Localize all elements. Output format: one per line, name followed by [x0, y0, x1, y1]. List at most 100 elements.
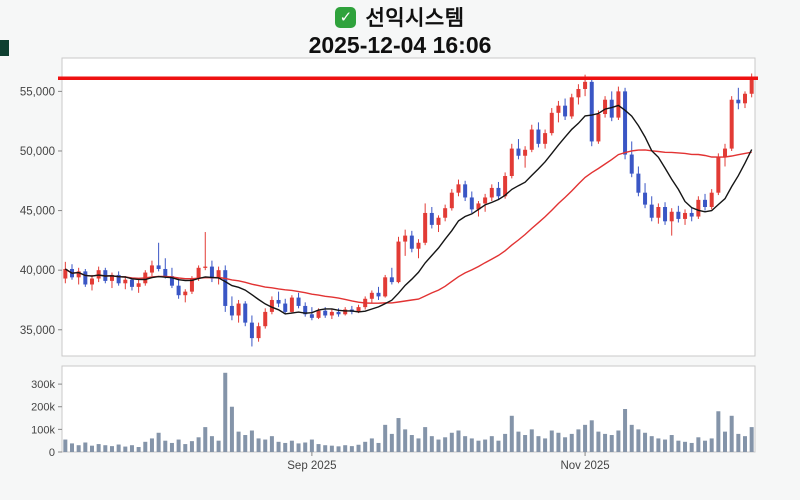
- candle-body: [376, 292, 381, 297]
- candle-body: [723, 148, 728, 157]
- candle-body: [576, 88, 581, 98]
- volume-bar: [563, 437, 568, 452]
- candle-body: [589, 81, 594, 142]
- volume-bar: [549, 430, 554, 452]
- candle-body: [549, 112, 554, 134]
- volume-bar: [76, 445, 81, 452]
- volume-bar: [189, 441, 194, 452]
- volume-bar: [396, 418, 401, 452]
- volume-bar: [736, 433, 741, 452]
- candle-body: [223, 270, 228, 306]
- candle-body: [529, 129, 534, 150]
- volume-bar: [749, 427, 754, 452]
- candle-body: [689, 212, 694, 217]
- volume-bar: [303, 442, 308, 452]
- candle-body: [343, 309, 348, 315]
- volume-bar: [276, 441, 281, 452]
- candle-body: [523, 149, 528, 156]
- candle-body: [596, 114, 601, 142]
- candle-body: [356, 307, 361, 312]
- edge-artifact: [0, 40, 9, 56]
- candle-body: [449, 192, 454, 209]
- candle-body: [243, 303, 248, 323]
- volume-bar: [703, 440, 708, 452]
- volume-bar: [636, 429, 641, 452]
- volume-bar: [483, 439, 488, 452]
- volume-bar: [183, 444, 188, 452]
- volume-bar: [696, 437, 701, 452]
- price-y-tick-label: 50,000: [20, 146, 55, 158]
- chart-timestamp: 2025-12-04 16:06: [308, 32, 492, 58]
- volume-bar: [363, 441, 368, 452]
- candle-body: [216, 270, 221, 279]
- volume-bar: [403, 429, 408, 452]
- volume-bar: [249, 430, 254, 452]
- volume-bar: [336, 446, 341, 452]
- candle-body: [536, 129, 541, 144]
- volume-y-tick-label: 200k: [31, 402, 55, 414]
- volume-bar: [469, 438, 474, 452]
- volume-bar: [196, 437, 201, 452]
- volume-bar: [723, 431, 728, 452]
- volume-bar: [283, 442, 288, 452]
- candle-body: [443, 208, 448, 218]
- volume-bar: [163, 440, 168, 452]
- candle-body: [556, 105, 561, 113]
- candle-body: [663, 207, 668, 222]
- candle-body: [649, 204, 654, 218]
- candle-body: [109, 274, 114, 281]
- volume-bar: [356, 444, 361, 452]
- candle-body: [476, 203, 481, 210]
- volume-bar: [416, 438, 421, 452]
- volume-chart: 0 100k 200k 300k Sep 2025 Nov 2025: [31, 365, 756, 472]
- volume-bar: [516, 431, 521, 452]
- volume-bar: [476, 440, 481, 452]
- candle-body: [203, 266, 208, 268]
- price-y-tick-label: 40,000: [20, 265, 55, 277]
- volume-bar: [709, 438, 714, 452]
- ma-long-line: [64, 149, 752, 304]
- check-glyph: ✓: [339, 8, 353, 26]
- volume-bar: [103, 445, 108, 452]
- volume-bar: [689, 442, 694, 452]
- volume-bar: [423, 427, 428, 452]
- price-plot-area: [61, 57, 756, 357]
- volume-bar: [149, 438, 154, 452]
- volume-bar: [629, 424, 634, 452]
- volume-bar: [256, 438, 261, 452]
- candle-body: [249, 322, 254, 339]
- candle-body: [469, 197, 474, 210]
- candle-body: [329, 311, 334, 316]
- checkbox-icon: ✓: [335, 6, 357, 28]
- volume-bar: [123, 446, 128, 452]
- candle-body: [263, 311, 268, 327]
- volume-bar: [409, 435, 414, 452]
- volume-bar: [669, 435, 674, 452]
- candle-body: [669, 211, 674, 222]
- candle-body: [629, 154, 634, 174]
- candle-body: [163, 268, 168, 277]
- volume-bar: [743, 436, 748, 452]
- volume-bar: [369, 438, 374, 452]
- candle-body: [229, 305, 234, 316]
- ma-short-line: [64, 104, 753, 315]
- candle-body: [256, 326, 261, 339]
- candle-body: [743, 93, 748, 104]
- volume-bar: [203, 427, 208, 452]
- volume-y-tick-label: 300k: [31, 379, 55, 391]
- candle-body: [369, 292, 374, 299]
- x-axis-label: Nov 2025: [560, 460, 609, 472]
- candle-body: [83, 271, 88, 285]
- volume-bar: [436, 439, 441, 452]
- candle-body: [76, 271, 81, 278]
- candle-body: [169, 276, 174, 286]
- volume-bar: [556, 432, 561, 452]
- candle-body: [303, 305, 308, 315]
- candle-body: [423, 212, 428, 243]
- volume-bar: [143, 441, 148, 452]
- candle-body: [643, 192, 648, 205]
- volume-bar: [343, 445, 348, 452]
- candle-body: [583, 81, 588, 89]
- volume-bar: [503, 433, 508, 452]
- volume-bar: [389, 433, 394, 452]
